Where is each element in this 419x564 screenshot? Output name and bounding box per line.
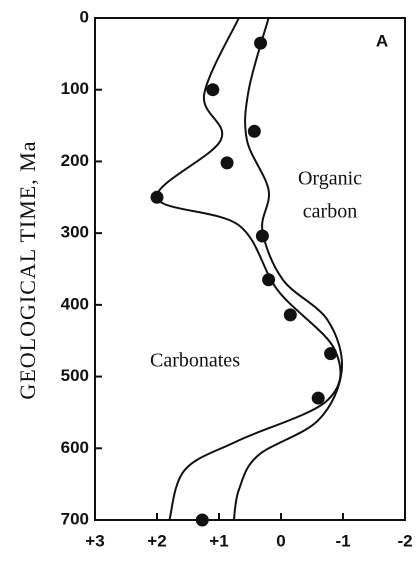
y-tick-label: 0 (80, 7, 89, 26)
envelope-curve (232, 17, 343, 521)
data-point (255, 229, 269, 243)
y-axis-label: GEOLOGICAL TIME, Ma (15, 140, 40, 399)
data-point (324, 347, 338, 361)
y-tick-label: 600 (61, 438, 89, 457)
y-tick-label: 200 (61, 151, 89, 170)
data-point (311, 391, 325, 405)
x-tick-label: +2 (147, 531, 166, 550)
y-tick-label: 300 (61, 223, 89, 242)
x-tick-label: +1 (209, 531, 228, 550)
data-point (254, 36, 268, 50)
x-tick-label: -2 (397, 531, 412, 550)
data-point (262, 273, 276, 287)
y-tick-label: 100 (61, 79, 89, 98)
data-point (195, 513, 209, 527)
annotation: carbon (303, 201, 357, 223)
data-point (247, 124, 261, 138)
y-tick-label: 400 (61, 294, 89, 313)
y-tick-label: 700 (61, 509, 89, 528)
panel-label: A (376, 31, 388, 50)
data-point (150, 190, 164, 204)
data-point (220, 156, 234, 170)
x-tick-label: 0 (276, 531, 285, 550)
y-tick-label: 500 (61, 366, 89, 385)
x-tick-label: -1 (335, 531, 350, 550)
annotation: Organic (298, 168, 362, 190)
data-point (206, 83, 220, 97)
plot-frame (94, 17, 406, 521)
x-tick-label: +3 (85, 531, 104, 550)
data-point (283, 308, 297, 322)
annotation: Carbonates (150, 350, 240, 372)
